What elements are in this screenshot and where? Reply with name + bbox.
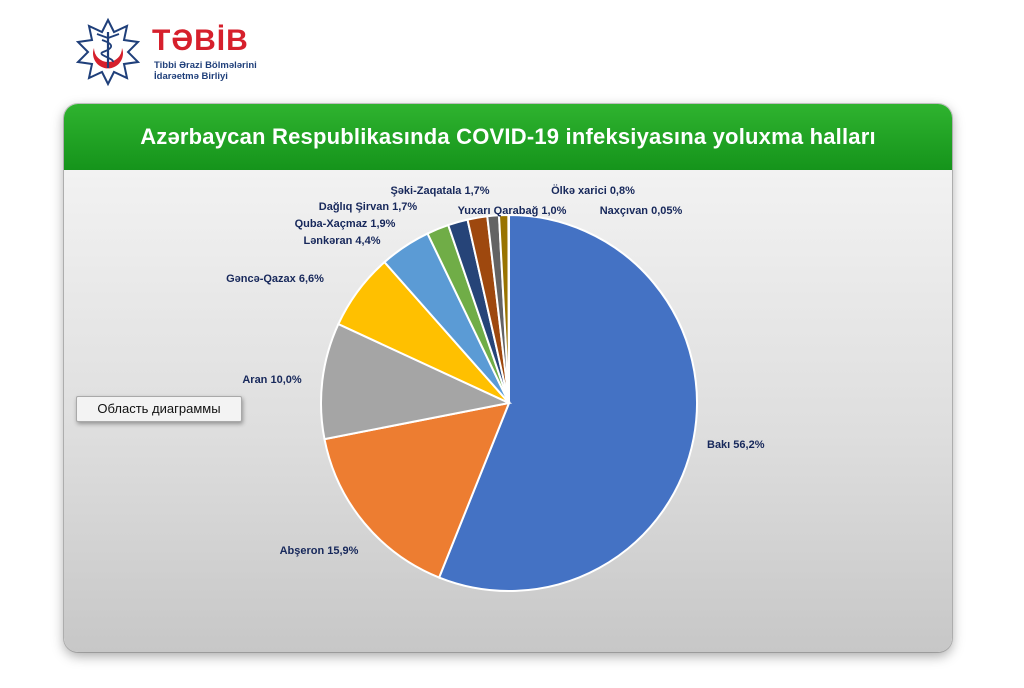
tebib-logo: TƏBİB Tibbi Ərazi Bölmələrini İdarəetmə … <box>72 16 292 88</box>
logo-subtitle-line2: İdarəetmə Birliyi <box>154 71 228 82</box>
pie-slice-aran[interactable] <box>320 322 513 441</box>
chart-header: Azərbaycan Respublikasında COVID-19 infe… <box>64 104 952 170</box>
pie-slice-nax-van[interactable] <box>507 213 510 404</box>
data-label-bak-: Bakı 56,2% <box>707 439 765 451</box>
chart-card[interactable]: Azərbaycan Respublikasında COVID-19 infe… <box>64 104 952 652</box>
caduceus-star-emblem-icon <box>75 17 141 87</box>
data-label-ab-eron: Abşeron 15,9% <box>280 545 359 557</box>
pie-slice-ab-eron[interactable] <box>323 401 511 579</box>
chart-area[interactable]: Bakı 56,2% Abşeron 15,9% Aran 10,0% Gəncə-Q… <box>64 170 952 652</box>
logo-subtitle: Tibbi Ərazi Bölmələrini İdarəetmə Birliy… <box>154 60 257 82</box>
data-label--lk-xarici: Ölkə xarici 0,8% <box>551 184 635 197</box>
data-label-l-nk-ran: Lənkəran 4,4% <box>303 235 380 247</box>
pie-chart[interactable]: Bakı 56,2% Abşeron 15,9% Aran 10,0% Gəncə-Q… <box>64 170 952 652</box>
data-label-nax-van: Naxçıvan 0,05% <box>600 205 683 217</box>
chart-title: Azərbaycan Respublikasında COVID-19 infe… <box>140 124 876 149</box>
data-label-yuxar-qaraba-: Yuxarı Qarabağ 1,0% <box>458 205 567 217</box>
data-label-quba-xa-maz: Quba-Xaçmaz 1,9% <box>295 218 396 230</box>
logo-name: TƏBİB <box>152 24 249 57</box>
data-label-g-nc-qazax: Gəncə-Qazax 6,6% <box>226 273 324 285</box>
data-label--ki-zaqatala: Şəki-Zaqatala 1,7% <box>390 185 489 197</box>
data-label-da-l-q-irvan: Dağlıq Şirvan 1,7% <box>319 201 418 213</box>
chart-area-tooltip: Область диаграммы <box>76 396 242 422</box>
data-label-aran: Aran 10,0% <box>242 374 302 386</box>
logo-subtitle-line1: Tibbi Ərazi Bölmələrini <box>154 60 257 71</box>
pie-slice-bak-[interactable] <box>437 213 698 592</box>
